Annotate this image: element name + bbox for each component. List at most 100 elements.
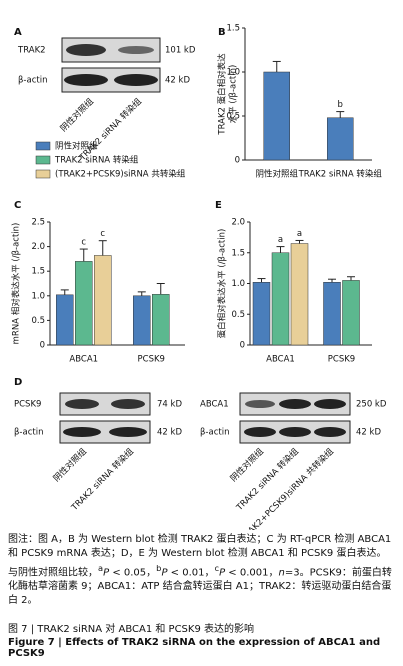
band <box>65 399 99 409</box>
bar <box>327 117 354 161</box>
panel-letter: E <box>215 200 222 211</box>
caption: 图注：图 A，B 为 Western blot 检测 TRAK2 蛋白表达；C … <box>8 533 396 608</box>
band <box>66 44 106 56</box>
y-tick-label: 1.5 <box>231 248 245 258</box>
y-tick-label: 2.5 <box>31 218 45 228</box>
band-label: ABCA1 <box>200 400 229 410</box>
legend-label: (TRAK2+PCSK9)siRNA 共转染组 <box>55 169 186 180</box>
band-label: PCSK9 <box>14 400 41 410</box>
legend-label: TRAK2 siRNA 转染组 <box>54 155 139 166</box>
x-tick-label: ABCA1 <box>266 355 295 365</box>
caption-text: < 0.05， <box>109 567 157 579</box>
band-label: β-actin <box>18 76 47 86</box>
y-tick-label: 1.0 <box>31 291 45 301</box>
size-label: 250 kD <box>356 400 387 410</box>
x-tick-label: ABCA1 <box>69 355 98 365</box>
band <box>279 399 311 409</box>
caption-text: a <box>98 563 104 573</box>
caption-text: b <box>156 563 162 573</box>
band-label: β-actin <box>200 428 229 438</box>
y-tick-label: 0.5 <box>31 316 45 326</box>
band <box>109 427 147 437</box>
legend-label: 阴性对照组 <box>55 141 98 152</box>
legend-swatch <box>35 155 51 165</box>
band-label: TRAK2 <box>17 46 46 56</box>
y-tick-label: 1.5 <box>226 24 240 34</box>
legend-swatch <box>35 141 51 151</box>
band <box>279 427 311 437</box>
caption-text: n <box>278 567 285 579</box>
caption-text: c <box>214 563 220 573</box>
caption-text: < 0.01， <box>167 567 215 579</box>
size-label: 42 kD <box>157 428 182 438</box>
band <box>314 399 346 409</box>
figure: A TRAK2 β-actin 101 kD 42 kD 阴性对照组 TRAK2… <box>11 24 387 531</box>
band <box>245 400 275 408</box>
lane-label: 阴性对照组 <box>51 446 89 484</box>
bar <box>94 255 112 346</box>
band <box>111 399 145 409</box>
y-tick-label: 0 <box>235 156 240 166</box>
caption-text: < 0.001， <box>225 567 279 579</box>
figure-title: 图 7 | TRAK2 siRNA 对 ABCA1 和 PCSK9 表达的影响 <box>8 624 255 635</box>
bar <box>252 282 271 346</box>
x-tick-label: 阴性对照组 <box>255 169 298 180</box>
y-tick-label: 0.5 <box>231 310 245 320</box>
y-tick-label: 0 <box>40 341 45 351</box>
band <box>244 427 276 437</box>
panel-letter: C <box>14 200 21 211</box>
panel-letter: B <box>218 27 226 38</box>
lane-label: TRAK2 siRNA 转染组 <box>233 446 301 514</box>
legend-swatch <box>35 169 51 179</box>
y-axis-label: 蛋白相对表达水平 (/β-actin) <box>217 229 228 339</box>
x-tick-label: TRAK2 siRNA 转染组 <box>298 169 383 180</box>
y-tick-label: 0 <box>240 341 245 351</box>
x-tick-label: PCSK9 <box>138 355 165 365</box>
significance-label: c <box>100 229 105 239</box>
blot <box>59 392 151 416</box>
band <box>314 427 346 437</box>
caption-text: P <box>219 567 226 579</box>
caption-text: P <box>103 567 110 579</box>
band <box>64 74 108 86</box>
y-tick-label: 1.0 <box>226 68 240 78</box>
significance-label: a <box>278 235 283 245</box>
caption-text: P <box>161 567 168 579</box>
bar <box>342 280 360 346</box>
figure-title: Figure 7 | Effects of TRAK2 siRNA on the… <box>8 637 381 659</box>
y-tick-label: 1.0 <box>231 279 245 289</box>
panel-letter: A <box>14 27 22 38</box>
size-label: 42 kD <box>356 428 381 438</box>
bar <box>271 252 290 346</box>
lane-label: 阴性对照组 <box>58 96 96 134</box>
size-label: 101 kD <box>165 46 196 56</box>
y-tick-label: 1.5 <box>31 267 45 277</box>
significance-label: a <box>297 229 302 239</box>
caption-text: =3。PCSK9：前蛋白转化酶枯草溶菌素 9；ABCA1：ATP 结合盒转运蛋白… <box>8 567 392 607</box>
band <box>63 427 101 437</box>
significance-label: b <box>338 100 343 110</box>
bar <box>56 294 74 346</box>
y-tick-label: 2.0 <box>231 218 245 228</box>
panel-letter: D <box>14 377 22 388</box>
y-axis-label: 水平 (/β-actin) <box>228 65 239 124</box>
bar <box>152 294 170 346</box>
y-tick-label: 0.5 <box>226 112 240 122</box>
band <box>118 46 154 54</box>
bar <box>323 282 341 346</box>
band <box>114 74 158 86</box>
caption-text: 图注：图 A，B 为 Western blot 检测 TRAK2 蛋白表达；C … <box>8 534 392 579</box>
bar <box>133 295 151 346</box>
blot <box>59 420 151 444</box>
bar <box>290 243 309 346</box>
x-tick-label: PCSK9 <box>328 355 355 365</box>
y-axis-label: mRNA 相对表达水平 (/β-actin) <box>11 223 22 345</box>
significance-label: c <box>81 238 86 248</box>
bar <box>263 71 290 161</box>
band-label: β-actin <box>14 428 43 438</box>
y-axis-label: TRAK2 蛋白相对表达 <box>217 53 228 136</box>
bar <box>75 261 93 346</box>
lane-label: 阴性对照组 <box>228 446 266 484</box>
y-tick-label: 2.0 <box>31 242 45 252</box>
